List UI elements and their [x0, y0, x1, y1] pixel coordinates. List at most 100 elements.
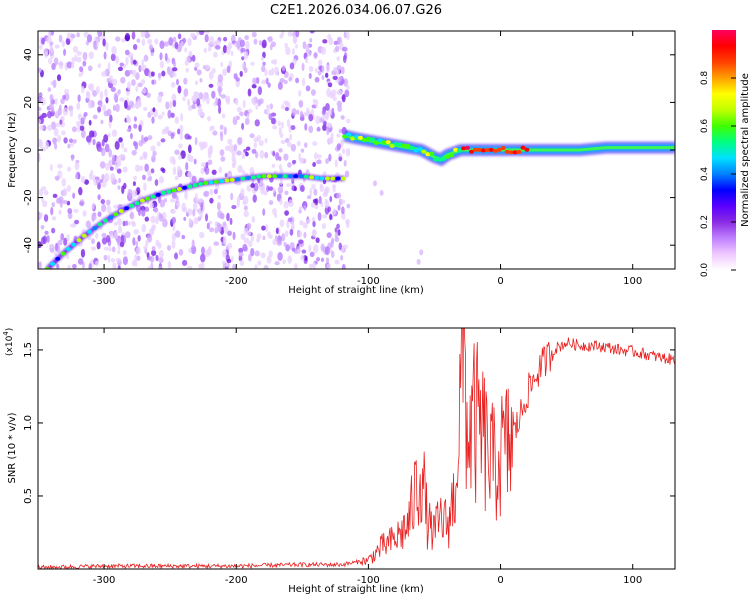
track-carrier-point	[357, 135, 363, 140]
noise-dot	[204, 64, 210, 70]
noise-dot	[170, 132, 175, 139]
noise-dot	[103, 110, 110, 117]
noise-dot	[61, 177, 67, 187]
noise-dot	[65, 253, 70, 260]
noise-dot	[99, 161, 106, 169]
noise-dot	[218, 166, 223, 173]
noise-dot	[198, 92, 204, 100]
noise-dot	[150, 215, 156, 224]
noise-dot	[278, 164, 283, 170]
noise-dot	[235, 77, 240, 82]
track-carrier-point	[429, 151, 435, 156]
track-low-frequency-point	[314, 175, 320, 180]
track-low-frequency-point	[92, 226, 98, 231]
noise-dot	[77, 125, 81, 133]
track-low-frequency-point	[224, 178, 230, 183]
noise-dot	[250, 247, 255, 257]
noise-dot	[38, 44, 43, 50]
noise-dot	[334, 45, 340, 52]
track-low-frequency-point	[303, 174, 309, 179]
noise-dot	[127, 81, 132, 91]
noise-dot	[92, 138, 96, 146]
noise-dot	[227, 138, 233, 145]
track-carrier-point	[373, 140, 379, 145]
noise-dot	[290, 143, 297, 152]
noise-dot	[229, 217, 233, 226]
noise-dot	[117, 225, 123, 234]
noise-dot	[97, 31, 101, 36]
noise-dot	[325, 72, 329, 78]
noise-dot	[296, 140, 301, 147]
x-tick-label: 0	[497, 276, 503, 287]
noise-dot	[215, 45, 221, 50]
noise-dot	[332, 75, 338, 80]
noise-dot	[326, 128, 330, 136]
noise-dot	[237, 164, 243, 173]
noise-dot	[74, 161, 80, 171]
noise-dot	[327, 82, 333, 88]
noise-dot	[72, 139, 77, 144]
noise-dot	[230, 50, 234, 57]
noise-dot	[101, 204, 107, 213]
noise-dot	[322, 124, 327, 131]
spectrogram-marks	[38, 31, 675, 269]
noise-dot	[220, 94, 227, 99]
noise-dot	[156, 141, 161, 147]
noise-dot	[268, 200, 274, 206]
track-carrier-point	[461, 146, 467, 151]
noise-dot	[79, 199, 85, 207]
snr-frame	[37, 327, 676, 570]
noise-dot	[49, 164, 53, 172]
noise-dot	[151, 155, 156, 163]
noise-dot	[345, 118, 351, 124]
noise-dot	[297, 230, 303, 238]
noise-dot	[125, 56, 129, 66]
noise-dot	[226, 45, 231, 55]
noise-dot	[117, 185, 121, 190]
x-tick-label: -100	[357, 575, 380, 586]
noise-dot	[258, 140, 264, 147]
noise-dot	[293, 186, 297, 192]
noise-dot	[327, 206, 332, 213]
noise-dot	[159, 199, 166, 208]
noise-dot	[102, 104, 106, 112]
noise-dot	[336, 133, 341, 138]
noise-dot	[46, 235, 50, 243]
noise-dot	[329, 213, 333, 221]
noise-dot	[226, 258, 232, 264]
noise-dot	[300, 148, 305, 153]
noise-dot	[261, 79, 267, 85]
noise-dot	[101, 232, 107, 238]
noise-dot	[287, 31, 294, 37]
noise-dot	[331, 89, 337, 97]
x-tick-label: 100	[623, 276, 642, 287]
noise-dot	[100, 198, 106, 205]
noise-dot	[236, 150, 242, 156]
noise-dot	[199, 144, 204, 151]
noise-dot	[141, 58, 145, 67]
noise-dot	[241, 169, 246, 176]
noise-dot	[199, 231, 205, 239]
noise-dot	[169, 100, 173, 109]
noise-dot	[313, 152, 318, 160]
noise-dot	[250, 61, 255, 66]
noise-dot	[126, 116, 132, 124]
noise-dot	[170, 198, 176, 203]
noise-dot	[341, 148, 346, 155]
noise-dot	[246, 230, 251, 236]
noise-dot	[133, 116, 137, 122]
noise-dot	[132, 59, 137, 65]
noise-dot	[336, 143, 342, 151]
noise-dot	[324, 200, 330, 209]
track-low-frequency-point	[324, 176, 330, 181]
noise-dot	[38, 153, 41, 163]
noise-dot	[171, 216, 177, 224]
noise-dot	[106, 205, 112, 213]
noise-dot	[324, 246, 330, 256]
noise-dot	[312, 229, 317, 237]
noise-dot	[216, 222, 221, 228]
noise-dot	[171, 193, 178, 199]
noise-dot	[38, 140, 44, 149]
noise-dot	[95, 232, 99, 239]
noise-dot	[327, 139, 334, 144]
